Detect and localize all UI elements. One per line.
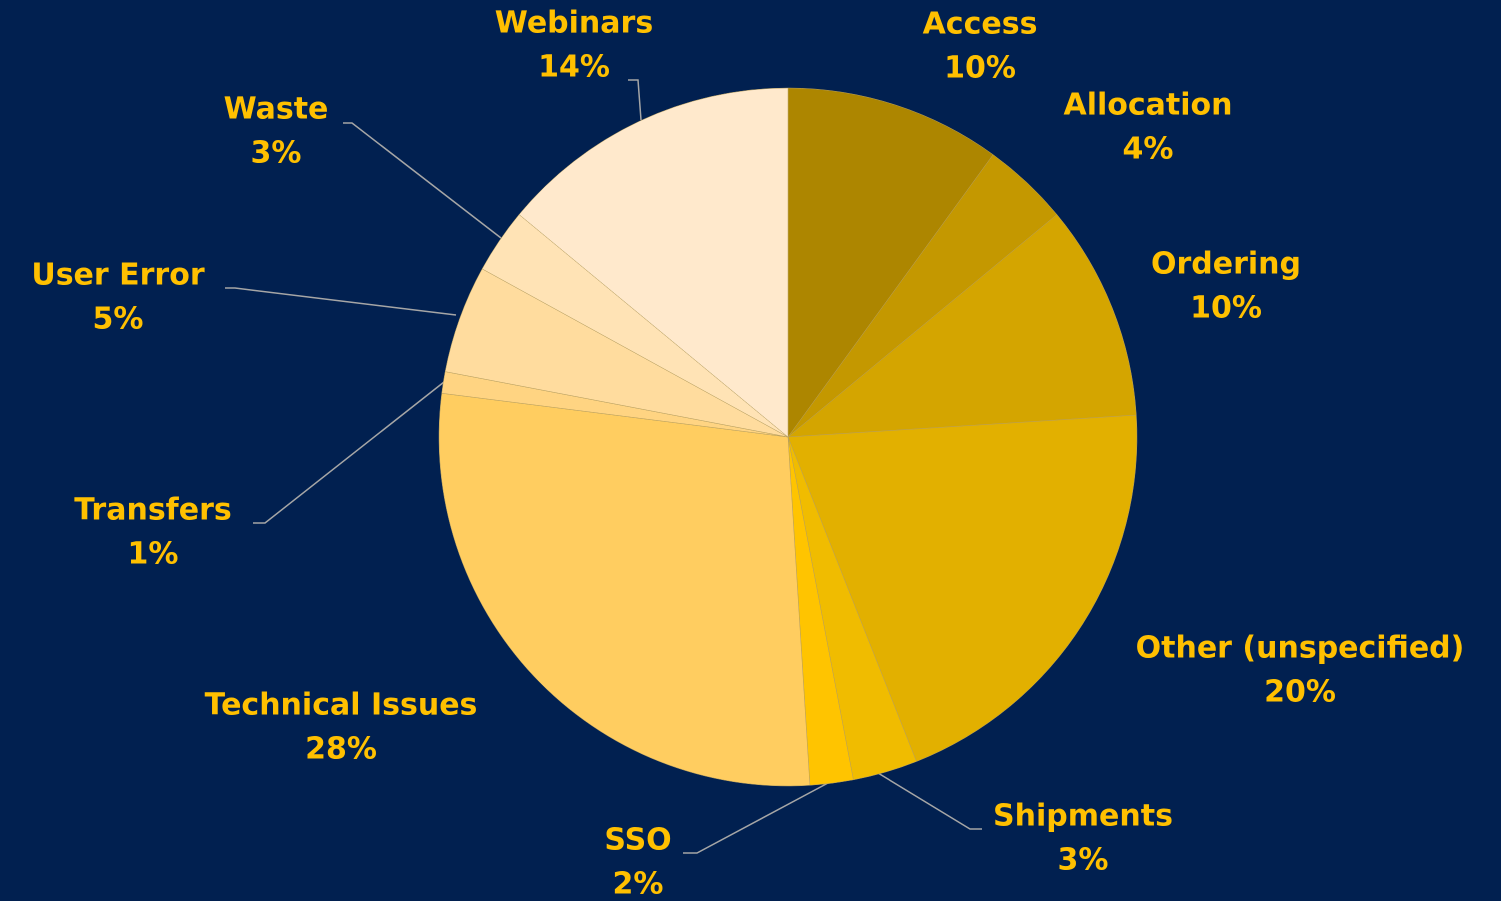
slices [438, 87, 1138, 787]
slice-value-label: 5% [93, 302, 144, 337]
leader-line [628, 79, 642, 121]
slice-label: Ordering [1151, 247, 1301, 282]
slice-value-label: 10% [944, 51, 1016, 86]
leader-line [253, 381, 445, 524]
slice-label: Technical Issues [205, 688, 478, 723]
slice-value-label: 3% [251, 136, 302, 171]
leader-line [225, 287, 457, 316]
slice-value-label: 1% [128, 537, 179, 572]
slice-label: User Error [31, 258, 204, 293]
slice-value-label: 3% [1058, 843, 1109, 878]
slice-label: Allocation [1063, 88, 1232, 123]
leader-line [343, 122, 502, 239]
slice-label: SSO [604, 823, 671, 858]
leader-line [877, 772, 982, 830]
pie-slice [518, 87, 789, 438]
pie-slice [787, 414, 1138, 762]
slice-value-label: 4% [1123, 132, 1174, 167]
pie-slice [787, 214, 1137, 438]
slice-label: Waste [224, 92, 329, 127]
slice-label: Webinars [495, 6, 653, 41]
slice-value-label: 14% [538, 50, 610, 85]
slice-value-label: 28% [305, 732, 377, 767]
leader-lines [225, 79, 982, 854]
slice-label: Access [923, 7, 1038, 42]
pie-slice [787, 87, 994, 438]
pie-slice [438, 392, 811, 787]
slice-value-label: 2% [613, 867, 664, 901]
slice-label: Shipments [993, 799, 1173, 834]
labels: Access 10% Allocation 4% Ordering 10% Other (u… [31, 6, 1464, 901]
leader-line [683, 782, 829, 854]
slice-value-label: 20% [1264, 675, 1336, 710]
slice-label: Transfers [74, 493, 231, 528]
slice-label: Other (unspecified) [1136, 631, 1465, 666]
slice-value-label: 10% [1190, 291, 1262, 326]
